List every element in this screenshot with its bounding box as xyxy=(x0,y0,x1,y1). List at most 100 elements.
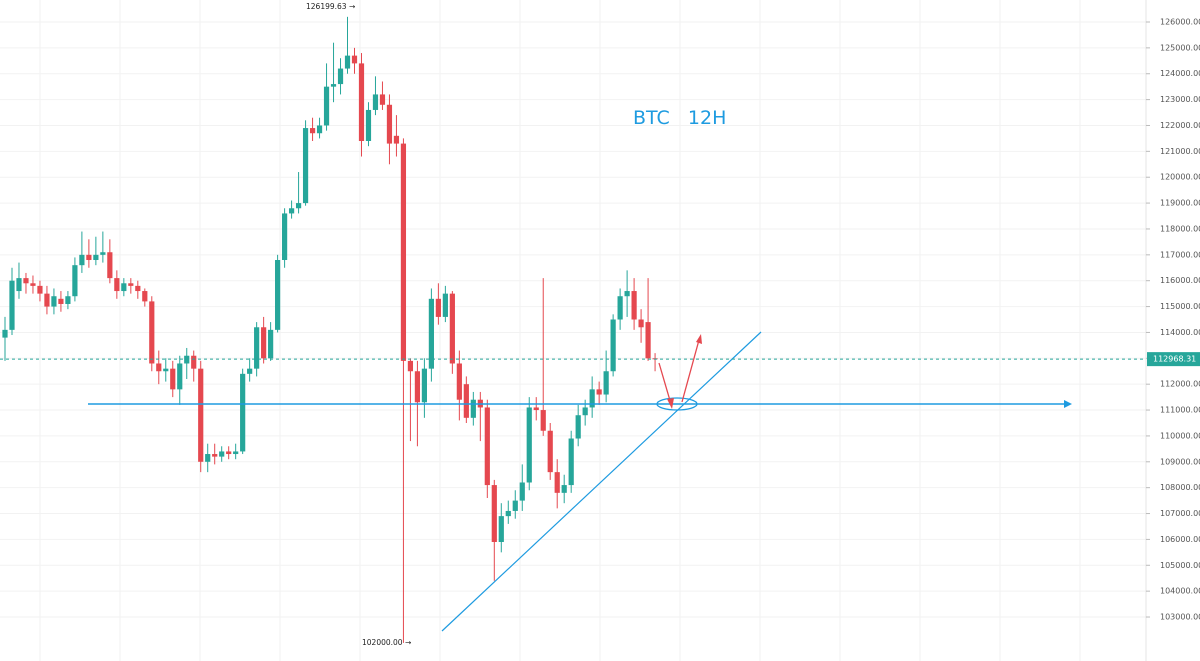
candle-body xyxy=(631,291,637,320)
low-note: 102000.00 → xyxy=(362,638,411,647)
candle-body xyxy=(226,451,232,455)
grid xyxy=(0,21,1146,618)
candle-body xyxy=(302,128,309,204)
candle-body xyxy=(107,252,113,279)
candle-body xyxy=(442,293,448,317)
y-tick-label: 106000.00 xyxy=(1160,535,1200,544)
candle-body xyxy=(512,500,518,511)
candle-body xyxy=(456,363,462,400)
candle-body xyxy=(351,55,358,64)
candle-body xyxy=(295,203,302,209)
candle-body xyxy=(23,278,29,284)
candle-body xyxy=(79,254,85,266)
candle-body xyxy=(435,298,441,317)
candle-body xyxy=(51,296,57,307)
candle-body xyxy=(142,291,148,302)
candle-body xyxy=(240,373,246,452)
candle-body xyxy=(624,291,630,297)
candle-body xyxy=(163,368,169,372)
candle-body xyxy=(9,280,15,330)
candle-body xyxy=(603,371,609,395)
candle-body xyxy=(547,430,553,473)
candle-body xyxy=(212,454,218,457)
candle-body xyxy=(582,407,588,416)
candle-body xyxy=(568,438,574,486)
y-tick-label: 126000.00 xyxy=(1160,17,1200,26)
y-tick-label: 112000.00 xyxy=(1160,380,1200,389)
candle-body xyxy=(344,55,351,69)
y-tick-label: 118000.00 xyxy=(1160,224,1200,233)
candle-body xyxy=(575,415,581,439)
candle-body xyxy=(191,355,197,369)
candle-body xyxy=(337,68,344,85)
candle-body xyxy=(526,407,532,483)
candle-body xyxy=(638,319,644,328)
candle-body xyxy=(44,293,50,307)
candle-body xyxy=(379,94,386,105)
y-tick-label: 108000.00 xyxy=(1160,483,1200,492)
candle-body xyxy=(400,143,407,361)
candle-body xyxy=(449,293,455,364)
y-tick-label: 123000.00 xyxy=(1160,95,1200,104)
candle-body xyxy=(30,283,36,286)
y-tick-label: 104000.00 xyxy=(1160,587,1200,596)
candle-body xyxy=(372,94,379,110)
y-tick-label: 103000.00 xyxy=(1160,613,1200,622)
candle-body xyxy=(72,265,78,297)
candle-body xyxy=(86,254,92,261)
candle-body xyxy=(323,86,330,126)
down-arrow-head xyxy=(667,398,674,409)
last-price-label: 112968.31 xyxy=(1153,355,1196,364)
y-tick-label: 110000.00 xyxy=(1160,431,1200,440)
candle-body xyxy=(498,516,504,542)
candle-body xyxy=(617,296,623,320)
candle-body xyxy=(247,368,253,374)
candle-body xyxy=(170,368,176,390)
y-tick-label: 125000.00 xyxy=(1160,43,1200,52)
candle-body xyxy=(65,296,71,304)
candle-body xyxy=(121,283,127,292)
candle-body xyxy=(128,283,134,286)
candle-body xyxy=(219,451,225,457)
candle-body xyxy=(309,128,316,134)
high-note: 126199.63 → xyxy=(306,2,355,11)
down-arrow xyxy=(658,362,672,405)
y-tick-label: 109000.00 xyxy=(1160,457,1200,466)
candle-body xyxy=(561,485,567,493)
candle-body xyxy=(261,327,267,359)
candle-body xyxy=(358,63,365,141)
candle-body xyxy=(386,104,393,144)
candle-body xyxy=(156,363,162,372)
candle-body xyxy=(288,208,295,214)
y-tick-label: 114000.00 xyxy=(1160,328,1200,337)
candle-body xyxy=(16,278,22,292)
candle-body xyxy=(282,213,288,261)
y-tick-label: 116000.00 xyxy=(1160,276,1200,285)
y-tick-label: 107000.00 xyxy=(1160,509,1200,518)
candle-body xyxy=(533,407,539,411)
candle-body xyxy=(610,319,616,372)
y-tick-label: 117000.00 xyxy=(1160,250,1200,259)
candle-body xyxy=(205,454,211,462)
y-tick-label: 124000.00 xyxy=(1160,69,1200,78)
candle-body xyxy=(58,298,64,304)
y-tick-label: 121000.00 xyxy=(1160,147,1200,156)
focus-ellipse xyxy=(656,397,698,411)
candle-body xyxy=(421,368,427,403)
candle-body xyxy=(330,84,337,87)
y-tick-label: 115000.00 xyxy=(1160,302,1200,311)
candle-body xyxy=(37,285,43,294)
candle-body xyxy=(540,410,546,431)
candle-body xyxy=(519,482,525,501)
candle-body xyxy=(135,285,141,292)
candle-body xyxy=(645,322,651,359)
chart-title: BTC 12H xyxy=(633,107,726,129)
up-arrow-head xyxy=(696,334,702,344)
candle-body xyxy=(198,368,204,462)
support-arrow xyxy=(1064,400,1072,408)
candle-body xyxy=(407,360,414,372)
vertical-grid xyxy=(39,0,1081,661)
y-tick-label: 105000.00 xyxy=(1160,561,1200,570)
y-tick-label: 111000.00 xyxy=(1160,406,1200,415)
candle-body xyxy=(484,407,490,486)
